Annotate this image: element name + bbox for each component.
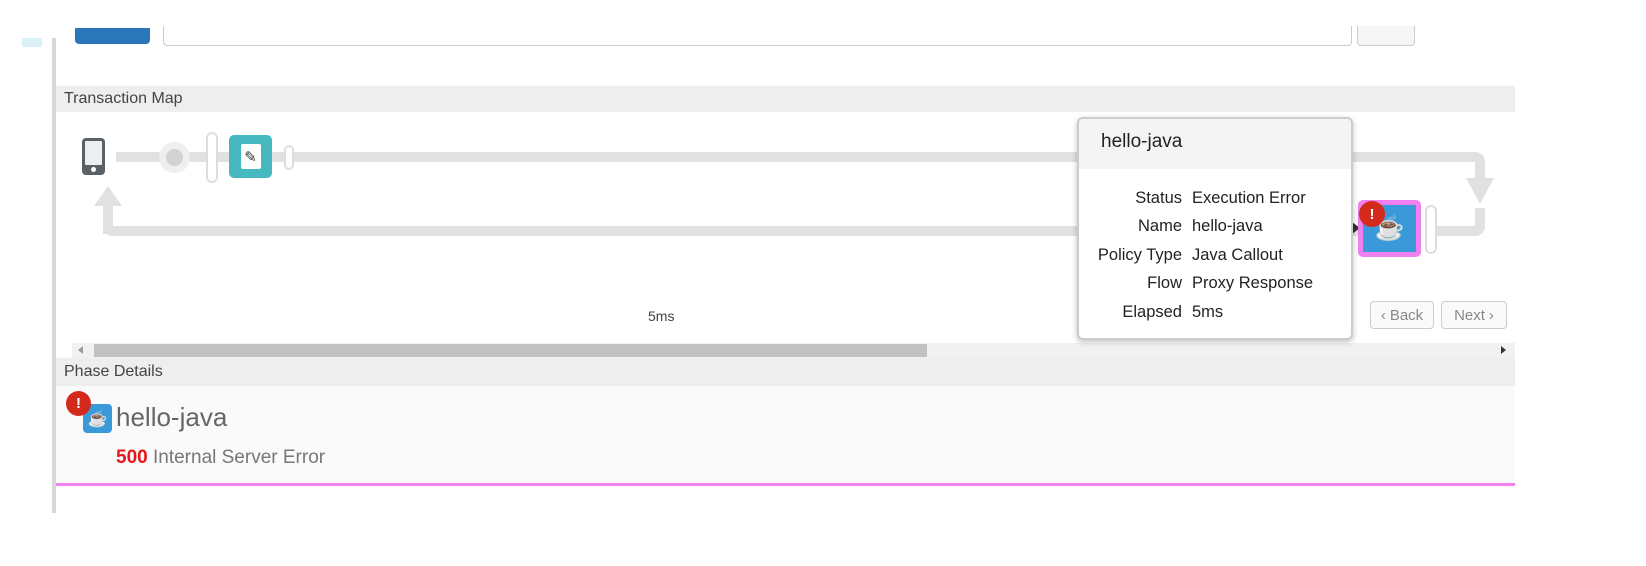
horizontal-scrollbar[interactable] xyxy=(72,343,1515,358)
tooltip-row-elapsed: Elapsed 5ms xyxy=(1079,298,1351,327)
chevron-left-icon: ‹ xyxy=(1380,306,1386,324)
scroll-right-icon[interactable] xyxy=(1501,346,1506,354)
tooltip-value: hello-java xyxy=(1192,217,1263,236)
phase-status: 500 Internal Server Error xyxy=(116,447,325,469)
flow-start-node[interactable] xyxy=(159,142,190,173)
tooltip-key: Status xyxy=(1135,188,1182,207)
tooltip-key: Name xyxy=(1137,217,1182,236)
status-code: 500 xyxy=(116,447,148,468)
back-button[interactable]: ‹ Back xyxy=(1370,301,1434,329)
flow-separator xyxy=(206,132,218,183)
transaction-map-title: Transaction Map xyxy=(64,90,183,107)
phase-policy-name: hello-java xyxy=(116,402,228,432)
down-arrow-icon xyxy=(1466,178,1494,204)
tooltip-row-name: Name hello-java xyxy=(1079,213,1351,242)
top-input[interactable] xyxy=(163,26,1352,46)
track-return-right xyxy=(1437,226,1485,236)
error-badge-icon: ! xyxy=(1359,201,1385,227)
up-arrow-icon xyxy=(94,186,122,206)
assign-message-policy-node[interactable]: ✎ xyxy=(229,135,272,178)
track-down xyxy=(1475,152,1485,182)
track-down-2 xyxy=(1475,208,1485,236)
next-button[interactable]: Next › xyxy=(1441,301,1507,329)
pencil-icon: ✎ xyxy=(240,144,261,169)
tooltip-value: 5ms xyxy=(1192,302,1224,321)
flow-separator xyxy=(1425,205,1437,254)
scrollbar-thumb[interactable] xyxy=(94,344,927,357)
tooltip-value: Execution Error xyxy=(1192,188,1306,207)
tooltip-value: Proxy Response xyxy=(1192,274,1314,293)
tooltip-row-flow: Flow Proxy Response xyxy=(1079,270,1351,299)
chevron-right-icon: › xyxy=(1488,306,1494,324)
phase-details-title: Phase Details xyxy=(64,363,163,380)
phase-details-panel xyxy=(56,386,1515,483)
tooltip-row-status: Status Execution Error xyxy=(1079,184,1351,213)
scroll-left-icon[interactable] xyxy=(78,346,83,354)
request-track xyxy=(116,152,1471,162)
next-label: Next xyxy=(1454,306,1485,324)
track-corner xyxy=(1440,152,1485,162)
track-up xyxy=(103,204,113,234)
top-secondary-button[interactable] xyxy=(1357,26,1415,46)
current-step-arrow-icon xyxy=(1352,222,1360,234)
tooltip-row-policy-type: Policy Type Java Callout xyxy=(1079,241,1351,270)
elapsed-time-label: 5ms xyxy=(648,308,675,324)
tooltip-title: hello-java xyxy=(1079,119,1351,169)
error-badge-icon: ! xyxy=(66,391,91,416)
left-divider xyxy=(52,38,56,513)
response-track xyxy=(103,226,1358,236)
flow-separator xyxy=(284,145,294,170)
policy-tooltip: hello-java Status Execution Error Name hel… xyxy=(1077,117,1353,340)
tooltip-value: Java Callout xyxy=(1192,245,1283,264)
tooltip-key: Flow xyxy=(1147,274,1182,293)
back-label: Back xyxy=(1389,306,1424,324)
sidebar-strip xyxy=(22,38,42,47)
transaction-map-header: Transaction Map xyxy=(56,86,1515,112)
top-primary-button[interactable] xyxy=(75,28,150,44)
client-phone-icon[interactable] xyxy=(82,138,105,175)
phase-details-header: Phase Details xyxy=(56,358,1515,386)
tooltip-key: Elapsed xyxy=(1122,302,1182,321)
error-highlight-line xyxy=(56,483,1515,486)
status-text: Internal Server Error xyxy=(152,447,326,468)
tooltip-key: Policy Type xyxy=(1097,245,1182,264)
